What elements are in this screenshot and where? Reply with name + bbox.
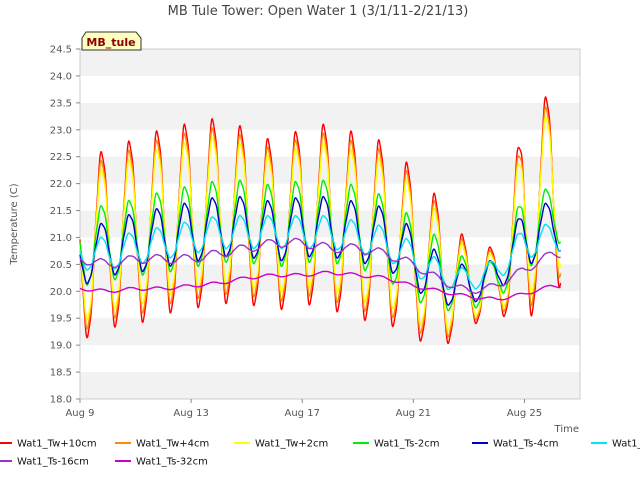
y-tick-label: 19.0 — [50, 341, 72, 352]
y-tick-label: 24.5 — [50, 45, 72, 56]
x-axis-ticks: Aug 9 Aug 13 Aug 17 Aug 21 Aug 25 — [65, 399, 542, 419]
series-line — [79, 116, 562, 331]
legend-label: Wat1_Ts-32cm — [136, 457, 208, 468]
legend-label: Wat1_Ts-2cm — [374, 439, 440, 450]
grid-band — [80, 345, 580, 373]
series-lines — [79, 96, 562, 345]
legend-label: Wat1_Tw+4cm — [136, 439, 209, 450]
y-tick-label: 22.5 — [50, 152, 72, 163]
site-badge-label: MB_tule — [86, 36, 135, 49]
x-tick-label: Aug 17 — [285, 408, 320, 419]
y-tick-label: 18.5 — [50, 368, 72, 379]
grid-band — [80, 237, 580, 265]
y-tick-label: 21.0 — [50, 233, 72, 244]
plot-frame — [79, 48, 581, 400]
y-tick-label: 23.0 — [50, 125, 72, 136]
legend-label: Wat1_Tw+2cm — [255, 439, 328, 450]
legend-label: Wat1_Ts-16cm — [17, 457, 89, 468]
series-line — [79, 237, 561, 294]
legend-label: Wat1_Ts-4cm — [493, 439, 559, 450]
chart-title: MB Tule Tower: Open Water 1 (3/1/11-2/21… — [168, 4, 469, 19]
y-axis-ticks: 18.0 18.5 19.0 19.5 20.0 20.5 21.0 21.5 22.0 22.5… — [50, 45, 80, 406]
series-line — [79, 214, 561, 291]
y-tick-label: 21.5 — [50, 206, 72, 217]
x-tick-label: Aug 13 — [173, 408, 208, 419]
y-tick-label: 24.0 — [50, 71, 72, 82]
y-axis-label: Temperature (C) — [9, 183, 20, 265]
grid-band — [80, 75, 580, 103]
grid-band — [80, 49, 580, 76]
y-tick-label: 19.5 — [50, 314, 72, 325]
grid-band — [80, 291, 580, 319]
legend-label: Wat1_Ts-8cm — [612, 439, 640, 450]
grid-band — [80, 372, 580, 399]
y-tick-label: 20.0 — [50, 287, 72, 298]
series-line — [79, 195, 562, 306]
grid-band — [80, 156, 580, 184]
x-tick-label: Aug 9 — [65, 408, 94, 419]
legend: Wat1_Tw+10cm Wat1_Tw+4cm Wat1_Tw+2cm Wat1_T… — [0, 439, 640, 468]
x-axis-label: Time — [554, 424, 579, 435]
legend-label: Wat1_Tw+10cm — [17, 439, 97, 450]
series-line — [79, 270, 561, 301]
grid-band — [80, 129, 580, 157]
grid-band — [80, 318, 580, 346]
y-tick-label: 20.5 — [50, 260, 72, 271]
grid-band — [80, 102, 580, 130]
x-tick-label: Aug 21 — [396, 408, 431, 419]
y-tick-label: 18.0 — [50, 395, 72, 406]
y-tick-label: 22.0 — [50, 179, 72, 190]
y-tick-label: 23.5 — [50, 98, 72, 109]
site-badge: MB_tule — [81, 31, 142, 51]
x-tick-label: Aug 25 — [507, 408, 542, 419]
